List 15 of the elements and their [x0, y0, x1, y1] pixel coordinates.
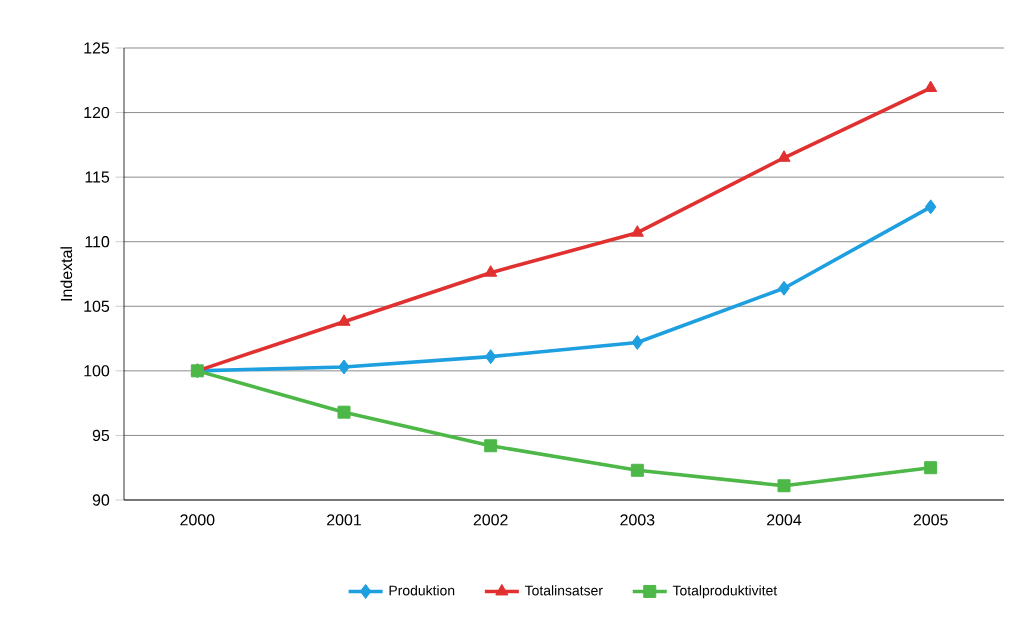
point — [630, 225, 644, 237]
point — [924, 461, 938, 475]
point — [484, 265, 498, 277]
point — [924, 80, 938, 93]
point — [484, 439, 498, 453]
point — [777, 479, 791, 493]
point — [630, 463, 644, 477]
point — [338, 359, 350, 375]
point — [337, 314, 351, 326]
point — [778, 280, 790, 296]
point — [337, 405, 351, 419]
point — [484, 349, 497, 365]
point — [777, 150, 791, 162]
point — [631, 334, 644, 350]
point — [924, 199, 937, 215]
